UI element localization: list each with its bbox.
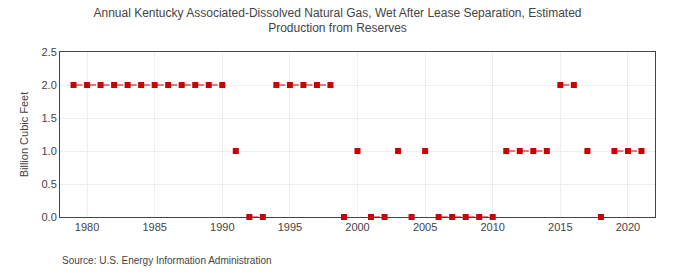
svg-text:0.0: 0.0	[42, 211, 57, 223]
svg-text:1995: 1995	[278, 221, 302, 233]
svg-text:1.5: 1.5	[42, 112, 57, 124]
svg-text:2020: 2020	[616, 221, 640, 233]
svg-text:2.5: 2.5	[42, 46, 57, 58]
svg-text:0.5: 0.5	[42, 178, 57, 190]
svg-text:2010: 2010	[480, 221, 504, 233]
svg-text:Annual Kentucky Associated-Dis: Annual Kentucky Associated-Dissolved Nat…	[93, 6, 581, 36]
svg-text:Billion Cubic Feet: Billion Cubic Feet	[18, 92, 30, 178]
svg-text:2015: 2015	[548, 221, 572, 233]
svg-text:2000: 2000	[345, 221, 369, 233]
svg-text:1980: 1980	[75, 221, 99, 233]
svg-text:1985: 1985	[142, 221, 166, 233]
svg-text:1.0: 1.0	[42, 145, 57, 157]
svg-text:2.0: 2.0	[42, 79, 57, 91]
svg-text:1990: 1990	[210, 221, 234, 233]
svg-text:2005: 2005	[413, 221, 437, 233]
svg-text:Source: U.S. Energy Informatio: Source: U.S. Energy Information Administ…	[62, 255, 272, 266]
